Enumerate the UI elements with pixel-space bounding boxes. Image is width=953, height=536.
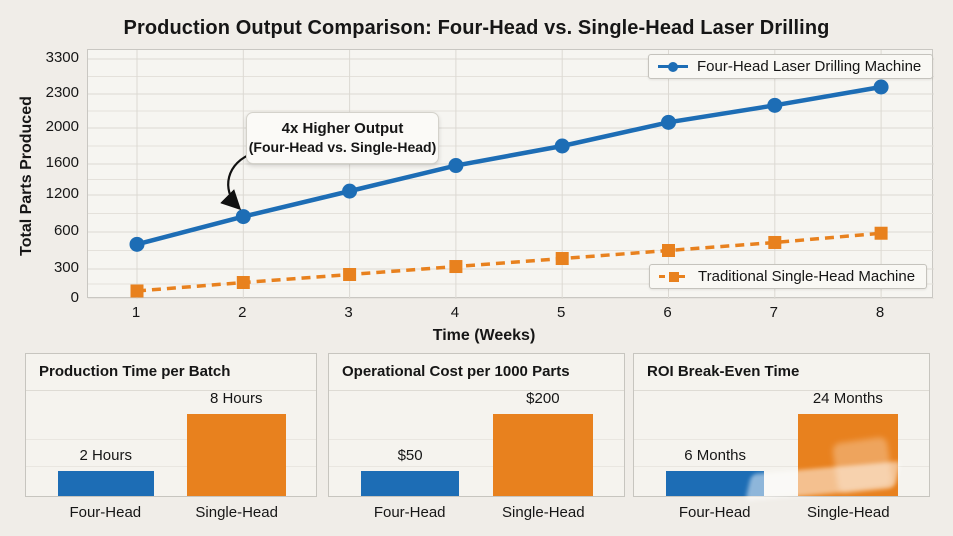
data-point bbox=[768, 235, 782, 249]
category-four-head: Four-Head bbox=[678, 504, 751, 521]
data-point bbox=[236, 276, 250, 289]
y-tick-label: 1600 bbox=[45, 154, 79, 171]
annotation-callout: 4x Higher Output (Four-Head vs. Single-H… bbox=[246, 112, 439, 164]
data-point bbox=[449, 260, 463, 274]
panel-card: ROI Break-Even Time 6 Months 24 Months bbox=[633, 353, 930, 497]
data-point bbox=[129, 236, 145, 252]
single-head-dash-marker-icon bbox=[659, 270, 689, 283]
x-axis-label: Time (Weeks) bbox=[432, 327, 536, 344]
bar-value-label: 6 Months bbox=[684, 447, 746, 464]
data-point bbox=[873, 79, 889, 95]
annotation-line1: 4x Higher Output bbox=[281, 120, 404, 137]
x-tick-label: 7 bbox=[769, 304, 778, 321]
panel-gridline bbox=[329, 466, 624, 467]
panel-gridline bbox=[329, 439, 624, 440]
category-single-head: Single-Head bbox=[502, 504, 585, 521]
x-tick-label: 4 bbox=[450, 304, 460, 321]
bar-single-head bbox=[186, 414, 286, 496]
data-point bbox=[554, 138, 570, 154]
legend-single-head: Traditional Single-Head Machine bbox=[649, 264, 928, 289]
y-tick-label: 0 bbox=[70, 289, 79, 306]
panel-title-separator bbox=[329, 390, 624, 391]
bar-value-label: 2 Hours bbox=[79, 447, 132, 464]
panel-title: Production Time per Batch bbox=[39, 363, 231, 380]
bar-single-head bbox=[797, 414, 899, 496]
panel-card: Production Time per Batch 2 Hours 8 Hour… bbox=[25, 353, 317, 497]
legend-label-four-head: Four-Head Laser Drilling Machine bbox=[697, 58, 922, 75]
legend-four-head: Four-Head Laser Drilling Machine bbox=[648, 54, 934, 79]
data-point bbox=[130, 284, 144, 298]
x-tick-label: 3 bbox=[344, 304, 353, 321]
category-labels: Four-Head Single-Head bbox=[25, 501, 317, 525]
category-four-head: Four-Head bbox=[373, 504, 446, 521]
panel-roi-break-even: ROI Break-Even Time 6 Months 24 Months F… bbox=[633, 353, 930, 536]
category-labels: Four-Head Single-Head bbox=[328, 501, 625, 525]
chart-title: Production Output Comparison: Four-Head … bbox=[123, 17, 830, 39]
y-tick-label: 1200 bbox=[45, 185, 79, 202]
bar-four-head bbox=[361, 471, 459, 496]
data-point bbox=[661, 114, 676, 130]
bar-value-label: $50 bbox=[397, 447, 423, 464]
four-head-line-marker-icon bbox=[658, 60, 688, 73]
data-point bbox=[767, 97, 783, 113]
x-tick-label: 5 bbox=[557, 304, 566, 321]
data-point bbox=[662, 244, 675, 257]
data-series bbox=[129, 79, 889, 298]
data-point bbox=[448, 158, 464, 174]
bar-single-head bbox=[492, 414, 594, 496]
data-point bbox=[342, 183, 358, 199]
bar-value-label: 8 Hours bbox=[209, 390, 263, 407]
bar-four-head bbox=[666, 471, 764, 496]
legend-label-single-head: Traditional Single-Head Machine bbox=[698, 268, 916, 285]
category-four-head: Four-Head bbox=[69, 504, 142, 521]
data-point bbox=[555, 252, 569, 266]
bar-value-label: 24 Months bbox=[812, 390, 883, 407]
x-tick-label: 8 bbox=[875, 304, 885, 321]
bar-four-head bbox=[57, 471, 154, 496]
category-labels: Four-Head Single-Head bbox=[633, 501, 930, 525]
y-tick-label: 600 bbox=[53, 222, 79, 239]
data-point bbox=[874, 226, 888, 240]
panel-title: Operational Cost per 1000 Parts bbox=[342, 363, 570, 380]
panel-operational-cost: Operational Cost per 1000 Parts $50 $200… bbox=[328, 353, 625, 536]
panel-card: Operational Cost per 1000 Parts $50 $200 bbox=[328, 353, 625, 497]
panel-title-separator bbox=[634, 390, 929, 391]
category-single-head: Single-Head bbox=[195, 504, 278, 521]
x-tick-label: 2 bbox=[238, 304, 247, 321]
panel-gridline bbox=[26, 466, 316, 467]
y-tick-label: 3300 bbox=[45, 49, 79, 66]
y-tick-label: 2000 bbox=[45, 118, 79, 135]
panel-gridline bbox=[26, 439, 316, 440]
series-line-four-head bbox=[136, 84, 882, 247]
bar-value-label: $200 bbox=[526, 390, 560, 407]
data-point bbox=[343, 268, 357, 281]
series-line-single-head bbox=[136, 231, 882, 293]
x-tick-label: 1 bbox=[131, 304, 141, 321]
panel-gridline bbox=[634, 439, 929, 440]
panel-title-separator bbox=[26, 390, 316, 391]
y-tick-label: 300 bbox=[53, 259, 79, 276]
data-point bbox=[235, 209, 251, 225]
y-tick-label: 2300 bbox=[45, 84, 79, 101]
x-tick-label: 6 bbox=[663, 304, 672, 321]
line-chart-canvas bbox=[88, 50, 934, 299]
panel-title: ROI Break-Even Time bbox=[647, 363, 800, 380]
panel-production-time: Production Time per Batch 2 Hours 8 Hour… bbox=[25, 353, 317, 536]
category-single-head: Single-Head bbox=[807, 504, 890, 521]
annotation-line2: (Four-Head vs. Single-Head) bbox=[248, 139, 437, 155]
main-plot-area bbox=[87, 49, 934, 299]
